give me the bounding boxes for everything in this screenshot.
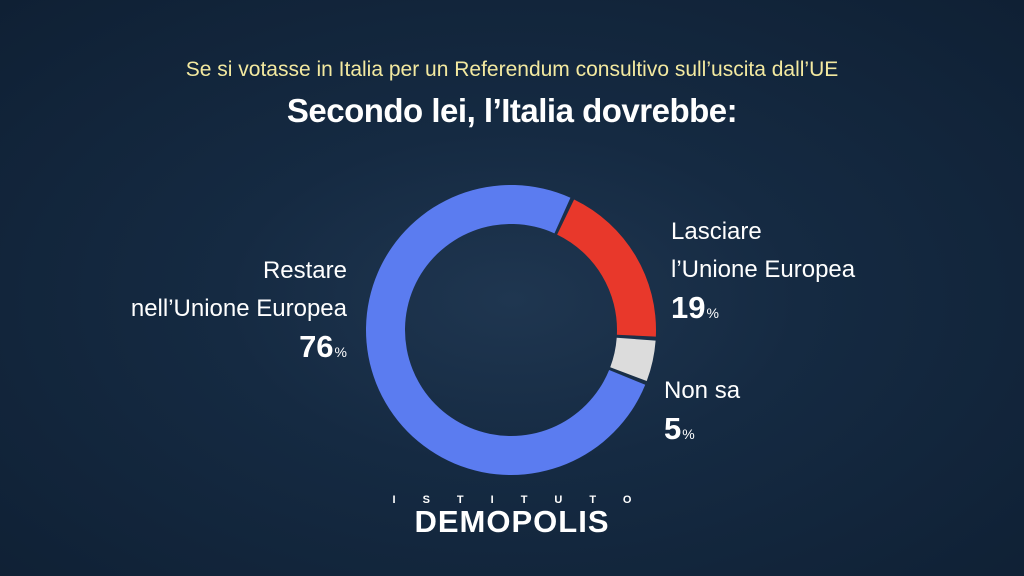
- logo-top-text: ISTITUTO: [392, 494, 659, 506]
- label-nonsa-line1: Non sa: [664, 377, 741, 404]
- value-lasciare: 19: [671, 290, 706, 325]
- value-restare: 76: [299, 329, 334, 364]
- unit-restare: %: [334, 344, 347, 360]
- label-lasciare-line2: l’Unione Europea: [671, 256, 856, 283]
- demopolis-logo: ISTITUTO DEMOPOLIS: [0, 494, 1024, 540]
- logo-main-text: DEMOPOLIS: [414, 504, 610, 539]
- label-lasciare: Lasciare l’Unione Europea 19%: [671, 213, 855, 332]
- slice-lasciare: [557, 199, 656, 337]
- chart-subtitle: Se si votasse in Italia per un Referendu…: [185, 58, 839, 81]
- label-restare-line2: nell’Unione Europea: [130, 295, 347, 322]
- label-nonsa: Non sa 5%: [664, 372, 740, 453]
- label-lasciare-line1: Lasciare: [671, 218, 762, 245]
- label-restare: Restare nell’Unione Europea 76%: [131, 252, 347, 371]
- unit-nonsa: %: [682, 426, 695, 442]
- chart-title: Secondo lei, l’Italia dovrebbe:: [286, 92, 738, 129]
- slice-nonsa: [610, 337, 656, 382]
- label-restare-line1: Restare: [262, 257, 347, 284]
- value-nonsa: 5: [664, 411, 682, 446]
- unit-lasciare: %: [706, 305, 719, 321]
